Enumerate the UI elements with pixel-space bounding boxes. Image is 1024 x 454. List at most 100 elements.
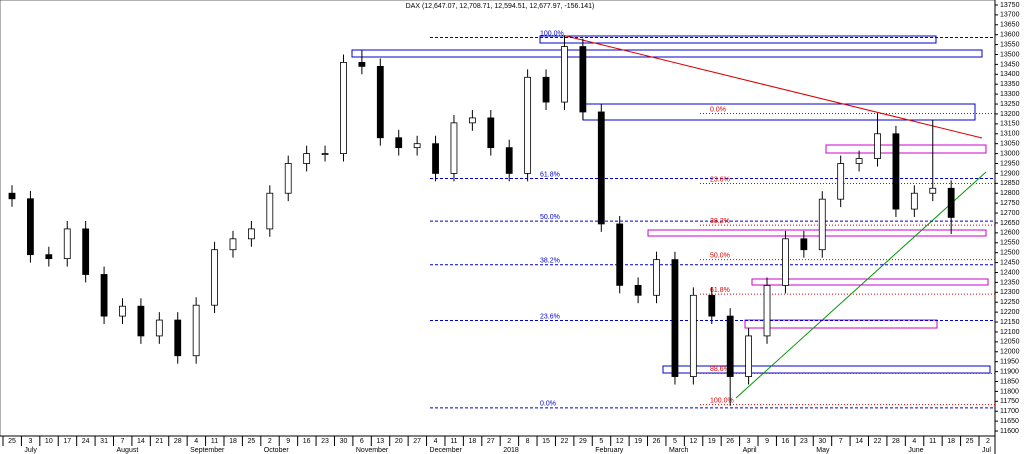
x-tick-label: 26 <box>726 438 734 445</box>
fib-label: 100.0% <box>540 30 564 37</box>
candle-body <box>432 143 439 174</box>
fib-label: 88.6% <box>710 366 730 373</box>
candle-body <box>542 76 550 103</box>
candle-body <box>321 153 329 155</box>
fib-label: 100.0% <box>710 398 734 405</box>
y-tick-label: 13450 <box>1000 61 1020 68</box>
x-tick-label: 28 <box>892 438 900 445</box>
fib-label: 0.0% <box>710 106 726 113</box>
fib-label: 61.8% <box>710 287 730 294</box>
x-tick-label: 30 <box>818 438 826 445</box>
fib-label: 38.2% <box>540 258 560 265</box>
y-tick-label: 11850 <box>1000 378 1019 385</box>
candle-body <box>929 187 937 194</box>
month-label: July <box>24 447 37 454</box>
candle-body <box>8 192 16 200</box>
y-tick-label: 12750 <box>1000 200 1020 207</box>
x-tick-label: 2 <box>986 438 990 445</box>
x-tick-label: 18 <box>947 438 955 445</box>
y-tick-label: 11950 <box>1000 359 1019 366</box>
x-tick-label: 2 <box>268 438 272 445</box>
candle-body <box>247 228 255 240</box>
month-label: December <box>430 447 463 454</box>
y-tick-label: 13600 <box>1000 32 1020 39</box>
y-tick-label: 11750 <box>1000 398 1019 405</box>
month-label: Jul <box>982 447 991 454</box>
candle-body <box>837 163 845 200</box>
zone <box>539 35 937 44</box>
x-tick-label: 25 <box>966 438 974 445</box>
x-tick-label: 11 <box>929 438 936 445</box>
fib-label: 61.8% <box>540 171 560 178</box>
x-tick-label: 7 <box>121 438 125 445</box>
candle-body <box>597 111 605 225</box>
candle-body <box>561 46 568 103</box>
x-tick-label: 29 <box>579 438 587 445</box>
x-tick-label: 4 <box>194 438 198 445</box>
x-tick-label: 15 <box>542 438 550 445</box>
x-tick-label: 5 <box>673 438 677 445</box>
candle-body <box>229 238 237 251</box>
y-tick-label: 11900 <box>1000 368 1019 375</box>
candle-body <box>745 335 753 377</box>
y-tick-label: 13250 <box>1000 101 1020 108</box>
candle-body <box>358 62 366 67</box>
candle-body <box>27 198 34 256</box>
x-tick-label: 22 <box>874 438 882 445</box>
candle-body <box>413 143 421 149</box>
y-tick-label: 12550 <box>1000 240 1020 247</box>
candle-body <box>671 259 679 377</box>
x-tick-label: 20 <box>395 438 403 445</box>
x-tick-label: 3 <box>28 438 32 445</box>
candle-body <box>616 223 624 286</box>
y-tick-label: 12600 <box>1000 230 1020 237</box>
y-tick-label: 12100 <box>1000 329 1020 336</box>
candle-body <box>689 294 697 377</box>
x-tick-label: 16 <box>303 438 311 445</box>
y-tick-label: 13550 <box>1000 41 1020 48</box>
x-tick-label: 14 <box>855 438 863 445</box>
candle-body <box>800 238 808 251</box>
candle-body <box>266 192 274 230</box>
candle-body <box>376 65 384 139</box>
candle-body <box>450 122 458 174</box>
fib-label: 0.0% <box>540 401 556 408</box>
y-tick-label: 13700 <box>1000 12 1020 19</box>
x-tick-label: 4 <box>912 438 916 445</box>
trend-line <box>565 35 983 139</box>
candle-body <box>892 133 900 210</box>
zone <box>751 278 989 286</box>
candle-body <box>874 133 881 159</box>
x-tick-label: 5 <box>599 438 603 445</box>
y-tick-label: 12300 <box>1000 289 1020 296</box>
y-tick-label: 12000 <box>1000 349 1020 356</box>
y-tick-label: 12150 <box>1000 319 1020 326</box>
x-tick-label: 10 <box>45 438 53 445</box>
x-tick-label: 4 <box>434 438 438 445</box>
x-tick-label: 13 <box>376 438 384 445</box>
month-label: May <box>816 447 830 454</box>
zone <box>351 49 983 58</box>
candle-body <box>63 228 71 260</box>
y-tick-label: 12200 <box>1000 309 1020 316</box>
x-tick-label: 8 <box>526 438 530 445</box>
month-label: February <box>595 447 624 454</box>
y-tick-label: 12350 <box>1000 279 1020 286</box>
candle-body <box>211 249 218 306</box>
x-tick-label: 19 <box>634 438 642 445</box>
x-tick-label: 31 <box>100 438 108 445</box>
fib-label: 23.6% <box>540 313 560 320</box>
x-tick-label: 28 <box>174 438 182 445</box>
y-tick-label: 11650 <box>1000 418 1019 425</box>
candle-body <box>782 238 789 286</box>
candle-body <box>579 46 587 113</box>
x-tick-label: 14 <box>137 438 145 445</box>
month-label: August <box>116 447 138 454</box>
candle-body <box>855 158 863 164</box>
candle-body <box>45 254 53 260</box>
candle-body <box>818 198 826 251</box>
y-tick-label: 11800 <box>1000 388 1019 395</box>
x-tick-label: 23 <box>321 438 329 445</box>
candle-body <box>468 117 476 124</box>
x-tick-label: 21 <box>155 438 163 445</box>
